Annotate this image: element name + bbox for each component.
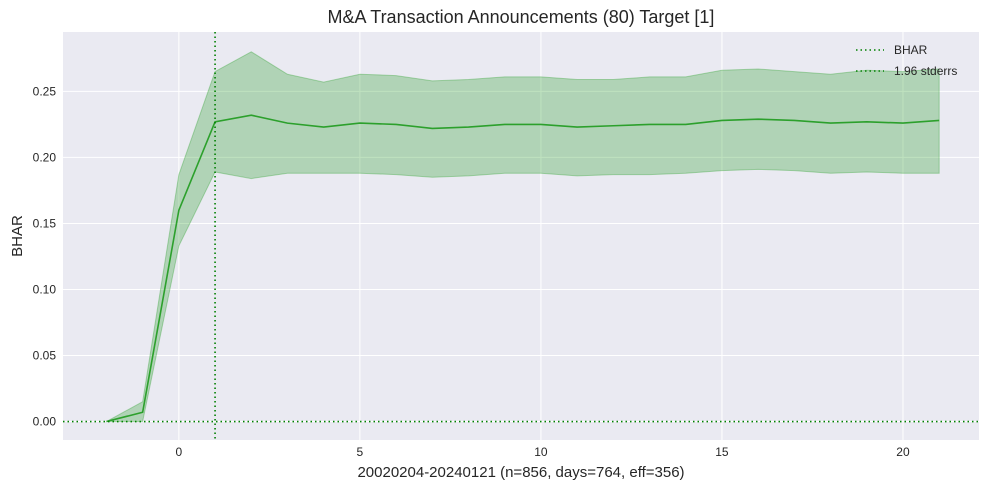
bhar-line-layer — [106, 114, 940, 423]
bhar-series-line — [106, 114, 940, 423]
y-tick-label: 0.25 — [33, 84, 57, 98]
x-tick-label: 0 — [176, 445, 183, 459]
legend-stderr-label: 1.96 stderrs — [894, 64, 957, 78]
x-tick-label: 15 — [715, 445, 729, 459]
x-tick-labels: 0 5 10 15 20 — [176, 445, 910, 459]
x-tick-label: 20 — [896, 445, 910, 459]
chart-title: M&A Transaction Announcements (80) Targe… — [328, 7, 715, 27]
reference-lines — [63, 32, 979, 440]
y-tick-label: 0.15 — [33, 216, 57, 230]
x-axis-label: 20020204-20240121 (n=856, days=764, eff=… — [357, 464, 684, 481]
legend: BHAR 1.96 stderrs — [856, 43, 957, 78]
y-tick-labels: 0.00 0.05 0.10 0.15 0.20 0.25 — [33, 84, 57, 428]
y-tick-label: 0.00 — [33, 415, 57, 429]
y-axis-label: BHAR — [9, 215, 26, 257]
x-tick-label: 10 — [534, 445, 548, 459]
y-tick-label: 0.10 — [33, 282, 57, 296]
x-tick-label: 5 — [357, 445, 364, 459]
y-tick-label: 0.05 — [33, 348, 57, 362]
legend-bhar-label: BHAR — [894, 43, 928, 57]
y-tick-label: 0.20 — [33, 150, 57, 164]
